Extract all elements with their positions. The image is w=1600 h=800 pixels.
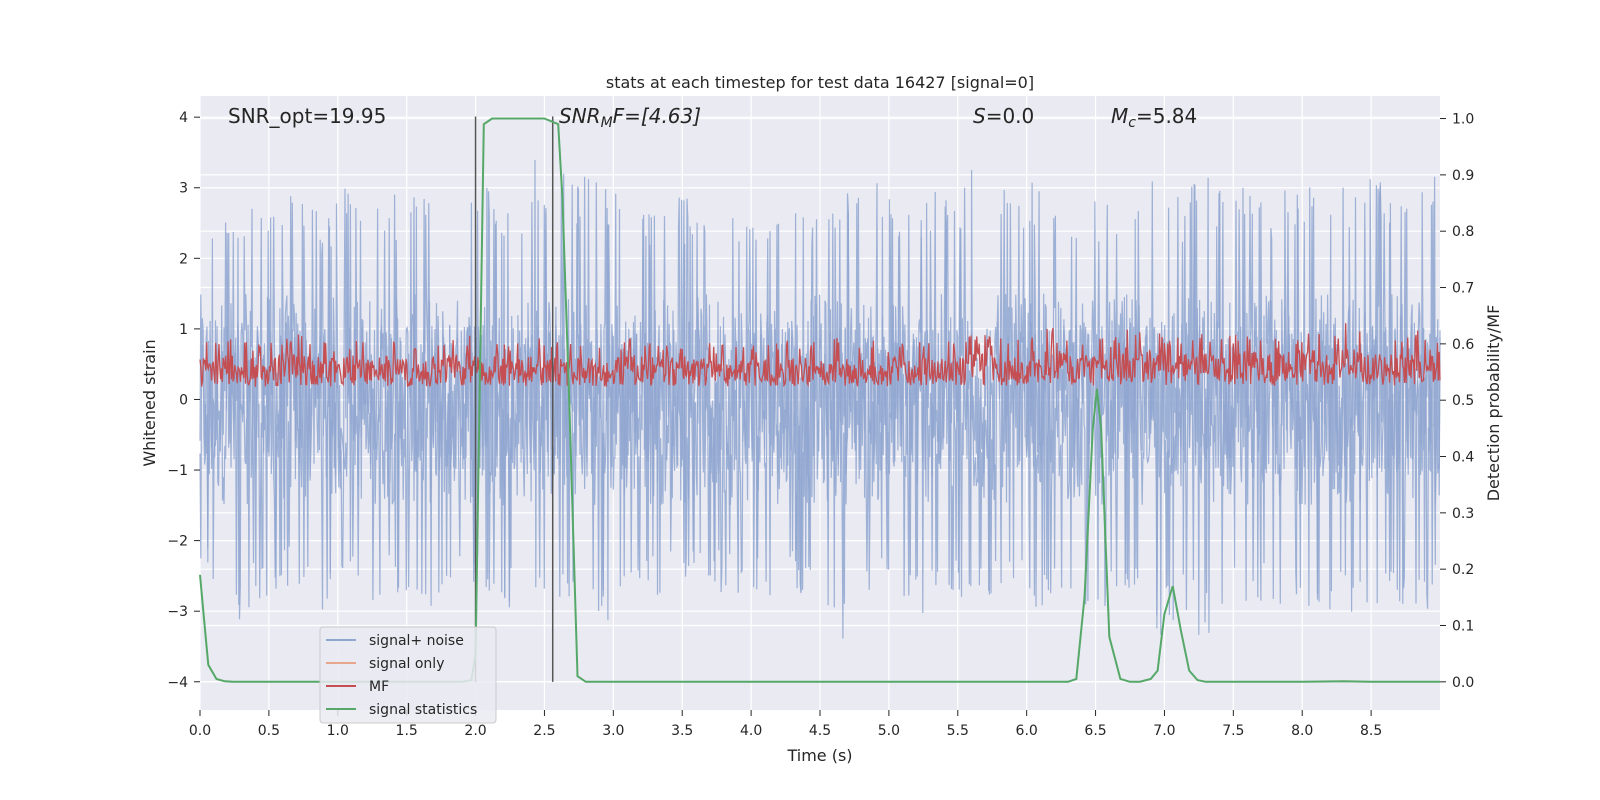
x-tick-label: 5.0 (878, 723, 900, 739)
legend-box (319, 626, 497, 724)
x-tick-label: 7.5 (1222, 723, 1244, 739)
legend: signal+ noise signal only MF signal stat… (319, 626, 497, 724)
y-tick-label: 2 (179, 251, 188, 267)
series-signal-noise (199, 159, 1441, 639)
mc-sub: c (1128, 115, 1136, 131)
y2-tick-label: 0.1 (1452, 619, 1474, 635)
x-tick-label: 3.0 (602, 723, 624, 739)
series-mf (199, 323, 1441, 388)
x-tick-label: 4.0 (740, 723, 762, 739)
x-tick-label: 0.5 (258, 723, 280, 739)
y-tick-label: 3 (179, 181, 188, 197)
x-tick-label: 2.5 (533, 723, 555, 739)
chart-title: stats at each timestep for test data 164… (606, 73, 1034, 92)
y2-tick-label: 0.5 (1452, 393, 1474, 409)
x-axis-ticks: 0.0 0.5 1.0 1.5 2.0 2.5 3.0 3.5 4.0 4.5 5.0 5.5 6.0 6… (189, 710, 1382, 739)
y2-tick-label: 0.2 (1452, 562, 1474, 578)
y-axis-label: Whitened strain (140, 339, 159, 466)
series-line (199, 323, 1441, 388)
x-tick-label: 1.0 (327, 723, 349, 739)
y2-axis-ticks: 1.0 0.9 0.8 0.7 0.6 0.5 0.4 0.3 0.2 0.1 0.0 (1440, 112, 1474, 691)
mc-var: M (1111, 104, 1128, 128)
y-tick-label: −1 (167, 463, 188, 479)
s-value: =0.0 (986, 104, 1035, 128)
y2-tick-label: 0.0 (1452, 675, 1474, 691)
x-tick-label: 8.0 (1291, 723, 1313, 739)
y-axis-ticks: 4 3 2 1 0 −1 −2 −3 −4 (167, 110, 200, 691)
mc-annotation: Mc=5.84 (1111, 104, 1197, 131)
x-tick-label: 4.5 (809, 723, 831, 739)
x-axis-label: Time (s) (786, 746, 852, 765)
y-tick-label: 0 (179, 392, 188, 408)
s-annotation: S=0.0 (973, 104, 1034, 128)
x-tick-label: 5.5 (947, 723, 969, 739)
y2-tick-label: 0.6 (1452, 337, 1474, 353)
snr-opt-annotation: SNR_opt=19.95 (228, 104, 386, 128)
series-line (199, 176, 1441, 635)
snr-mf-annotation: SNRMF=[4.63] (559, 104, 701, 131)
y-tick-label: −3 (167, 604, 188, 620)
x-tick-label: 0.0 (189, 723, 211, 739)
x-tick-label: 7.0 (1153, 723, 1175, 739)
y-tick-label: 1 (179, 322, 188, 338)
x-tick-label: 1.5 (396, 723, 418, 739)
vertical-markers (474, 116, 554, 682)
x-tick-label: 6.5 (1084, 723, 1106, 739)
legend-label-signal-noise: signal+ noise (369, 633, 464, 649)
y2-tick-label: 0.7 (1452, 281, 1474, 297)
snr-mf-sub: M (601, 115, 613, 131)
y2-tick-label: 0.9 (1452, 168, 1474, 184)
x-tick-label: 8.5 (1360, 723, 1382, 739)
x-tick-label: 3.5 (671, 723, 693, 739)
snr-mf-rest: F=[4.63] (613, 104, 701, 128)
x-tick-label: 6.0 (1016, 723, 1038, 739)
legend-label-signal-statistics: signal statistics (369, 702, 477, 718)
y-tick-label: −2 (167, 534, 188, 550)
y-tick-label: −4 (167, 675, 188, 691)
y2-axis-label: Detection probability/MF (1484, 305, 1503, 502)
y2-tick-label: 1.0 (1452, 112, 1474, 128)
legend-label-mf: MF (369, 679, 389, 695)
y2-tick-label: 0.8 (1452, 224, 1474, 240)
y2-tick-label: 0.4 (1452, 450, 1474, 466)
y2-tick-label: 0.3 (1452, 506, 1474, 522)
s-var: S (973, 104, 986, 128)
mc-value: =5.84 (1136, 104, 1197, 128)
legend-label-signal-only: signal only (369, 656, 444, 672)
snr-mf-base: SNR (559, 104, 601, 128)
x-tick-label: 2.0 (464, 723, 486, 739)
y-tick-label: 4 (179, 110, 188, 126)
